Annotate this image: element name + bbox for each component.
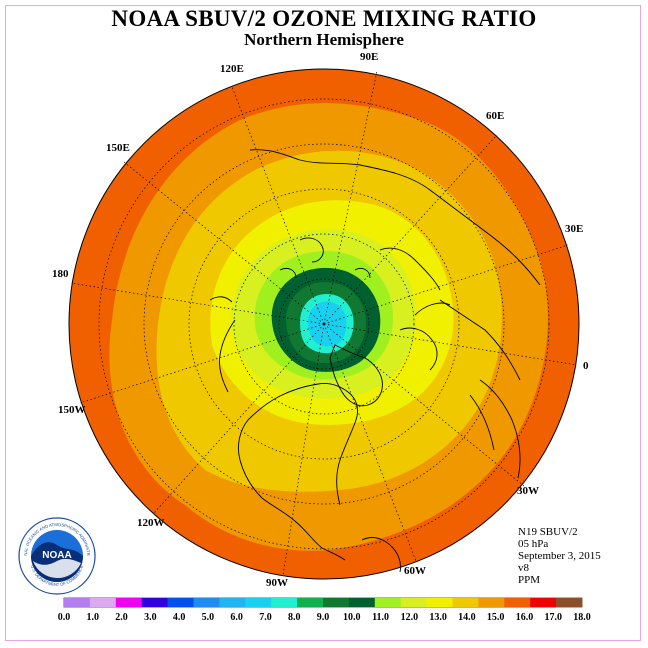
lon-label-60w: 60W <box>404 565 426 577</box>
lon-label-150w: 150W <box>58 404 86 416</box>
latitude-circle-70 <box>233 233 415 415</box>
lon-label-60e: 60E <box>486 110 505 122</box>
lon-label-90e: 90E <box>360 51 379 63</box>
colorbar-tick-label: 14.0 <box>458 612 476 623</box>
colorbar-cell <box>478 598 505 607</box>
colorbar-tick-label: 2.0 <box>115 612 128 623</box>
greenland-coast <box>329 344 383 407</box>
colorbar-cell <box>530 598 557 607</box>
colorbar-cell <box>556 598 583 607</box>
meridian-60e <box>323 134 498 325</box>
latitude-circle-40 <box>98 98 550 550</box>
africa-coast <box>469 379 521 479</box>
lon-label-120e: 120E <box>220 63 244 75</box>
colorbar-tick-label: 10.0 <box>343 612 361 623</box>
colorbar-tick-label: 15.0 <box>487 612 505 623</box>
lon-label-180: 180 <box>52 268 69 280</box>
latitude-circle-80 <box>278 278 370 370</box>
map-border <box>68 68 580 580</box>
colorbar-cell <box>141 598 168 607</box>
arctic-islands <box>279 237 371 279</box>
colorbar-tick-label: 18.0 <box>573 612 591 623</box>
map-title: NOAA SBUV/2 OZONE MIXING RATIO <box>111 6 537 31</box>
colorbar-cell <box>89 598 117 607</box>
lon-label-30e: 30E <box>565 223 584 235</box>
colorbar-cell <box>348 598 376 607</box>
latitude-circle-60 <box>188 188 460 460</box>
colorbar-tick-label: 17.0 <box>544 612 562 623</box>
eurasia-coast <box>249 149 541 381</box>
meridian-0 <box>323 323 578 366</box>
colorbar-cell <box>245 598 272 607</box>
info-satellite: N19 SBUV/2 <box>518 526 578 538</box>
colorbar-tick-label: 7.0 <box>259 612 272 623</box>
colorbar-cells <box>64 598 583 607</box>
colorbar-cell <box>374 598 401 607</box>
info-date: September 3, 2015 <box>518 550 601 562</box>
info-level: 05 hPa <box>518 538 549 550</box>
colorbar-cell <box>193 598 220 607</box>
colorbar-tick-label: 11.0 <box>372 612 389 623</box>
colorbar-tick-label: 5.0 <box>202 612 215 623</box>
colorbar-cell <box>400 598 427 607</box>
colorbar-cell <box>297 598 324 607</box>
colorbar-cell <box>426 598 453 607</box>
lon-label-120w: 120W <box>137 517 165 529</box>
colorbar-cell <box>64 598 91 607</box>
meridian-30w <box>323 323 525 487</box>
colorbar: 0.0 1.0 2.0 3.0 4.0 5.0 6.0 7.0 8.0 9.0 10.0 11.0 12… <box>58 597 591 623</box>
colorbar-tick-label: 6.0 <box>230 612 243 623</box>
colorbar-tick-label: 4.0 <box>173 612 186 623</box>
figure-frame <box>5 5 641 641</box>
alaska-coast <box>209 296 236 393</box>
noaa-logo: NOAA NATIONAL OCEANIC AND ATMOSPHERIC AD… <box>18 517 96 595</box>
colorbar-tick-label: 3.0 <box>144 612 157 623</box>
graticule <box>70 70 578 576</box>
colorbar-tick-label: 16.0 <box>516 612 534 623</box>
contour-7 <box>308 301 347 347</box>
info-units: PPM <box>518 574 541 586</box>
info-version: v8 <box>518 562 529 574</box>
latitude-circle-50 <box>143 143 505 505</box>
product-info: N19 SBUV/2 05 hPa September 3, 2015 v8 P… <box>518 526 601 586</box>
meridian-90e <box>323 70 378 325</box>
colorbar-tick-label: 9.0 <box>317 612 330 623</box>
logo-wave <box>33 558 81 579</box>
colorbar-tick-label: 0.0 <box>58 612 71 623</box>
meridian-30e <box>323 244 569 325</box>
logo-text: NOAA <box>42 550 71 561</box>
colorbar-cell <box>452 598 479 607</box>
lon-label-0: 0 <box>583 360 589 372</box>
meridian-180 <box>70 282 325 325</box>
south-america-coast <box>361 537 401 573</box>
meridian-150e <box>123 161 325 325</box>
colorbar-cell <box>504 598 531 607</box>
lon-label-30w: 30W <box>517 485 539 497</box>
meridian-150w <box>79 323 325 404</box>
colorbar-cell <box>167 598 194 607</box>
colorbar-cell <box>219 598 246 607</box>
lon-label-150e: 150E <box>106 142 130 154</box>
coastlines <box>209 149 541 573</box>
lon-label-90w: 90W <box>266 577 288 589</box>
colorbar-tick-label: 12.0 <box>401 612 419 623</box>
colorbar-tick-label: 1.0 <box>87 612 100 623</box>
europe-coast <box>399 302 451 371</box>
colorbar-cell <box>271 598 298 607</box>
colorbar-cell <box>323 598 350 607</box>
colorbar-cell <box>115 598 142 607</box>
colorbar-tick-labels: 0.0 1.0 2.0 3.0 4.0 5.0 6.0 7.0 8.0 9.0 10.0 11.0 12… <box>58 612 591 623</box>
map-subtitle: Northern Hemisphere <box>244 30 404 49</box>
colorbar-tick-label: 13.0 <box>429 612 447 623</box>
colorbar-tick-label: 8.0 <box>288 612 301 623</box>
